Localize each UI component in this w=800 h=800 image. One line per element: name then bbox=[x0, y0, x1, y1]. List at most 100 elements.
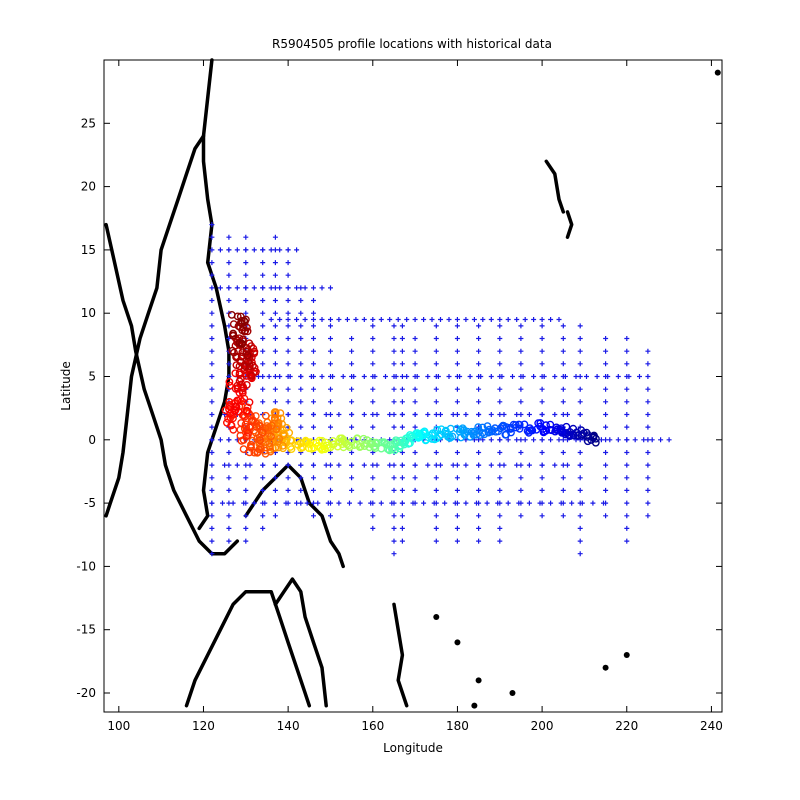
historical-point bbox=[560, 487, 566, 493]
historical-point bbox=[357, 500, 363, 506]
historical-point bbox=[226, 234, 232, 240]
float-profile-point bbox=[483, 422, 492, 430]
historical-point bbox=[298, 399, 304, 405]
historical-point bbox=[624, 336, 630, 341]
y-tick-label: 15 bbox=[81, 243, 96, 257]
historical-point bbox=[632, 437, 638, 443]
historical-point bbox=[577, 412, 583, 417]
historical-point bbox=[518, 437, 524, 443]
historical-point bbox=[272, 298, 278, 303]
historical-point bbox=[226, 462, 232, 468]
historical-point bbox=[349, 475, 355, 481]
historical-point bbox=[518, 399, 524, 405]
historical-point bbox=[539, 462, 545, 468]
historical-point bbox=[209, 285, 215, 291]
x-tick-label: 200 bbox=[531, 719, 554, 733]
historical-point bbox=[425, 462, 431, 468]
historical-point bbox=[577, 361, 583, 367]
historical-point bbox=[260, 348, 266, 354]
historical-point bbox=[603, 462, 609, 468]
historical-point bbox=[476, 412, 482, 417]
historical-point bbox=[454, 513, 460, 519]
historical-point bbox=[433, 412, 439, 417]
historical-point bbox=[294, 285, 300, 291]
historical-point bbox=[311, 323, 316, 329]
y-tick-label: 25 bbox=[81, 116, 96, 130]
float-profile-point bbox=[390, 439, 398, 448]
historical-point bbox=[454, 475, 460, 481]
float-profile-point bbox=[266, 432, 275, 441]
historical-point bbox=[624, 424, 630, 430]
historical-point bbox=[476, 386, 482, 392]
historical-point bbox=[577, 551, 583, 557]
historical-point bbox=[431, 500, 437, 506]
historical-point bbox=[450, 462, 456, 468]
historical-point bbox=[260, 525, 266, 531]
historical-point bbox=[404, 374, 410, 379]
historical-point bbox=[260, 260, 266, 266]
float-profile-point bbox=[243, 351, 252, 360]
historical-point bbox=[539, 317, 545, 322]
historical-point bbox=[603, 475, 609, 481]
historical-point bbox=[285, 260, 291, 266]
historical-point bbox=[304, 500, 310, 506]
historical-point bbox=[577, 348, 583, 354]
historical-point bbox=[425, 412, 431, 417]
historical-point bbox=[569, 500, 575, 506]
historical-point bbox=[272, 374, 278, 379]
historical-point bbox=[328, 513, 333, 519]
historical-point bbox=[268, 285, 274, 291]
historical-point bbox=[624, 348, 630, 354]
historical-point bbox=[474, 500, 479, 506]
float-profile-point bbox=[242, 380, 251, 389]
historical-point bbox=[505, 317, 511, 322]
historical-point bbox=[308, 374, 314, 379]
float-profile-point bbox=[225, 377, 234, 386]
float-profile-point bbox=[227, 421, 236, 430]
historical-point bbox=[399, 323, 405, 329]
historical-point bbox=[560, 513, 566, 519]
historical-point bbox=[624, 412, 630, 417]
historical-point bbox=[552, 462, 558, 468]
historical-point bbox=[361, 412, 367, 417]
historical-point bbox=[298, 310, 304, 316]
historical-point bbox=[433, 513, 439, 519]
historical-point bbox=[209, 513, 215, 519]
historical-point bbox=[311, 412, 316, 417]
historical-point bbox=[603, 348, 609, 354]
historical-point bbox=[209, 272, 215, 278]
historical-point bbox=[285, 298, 291, 303]
historical-point bbox=[226, 260, 232, 266]
float-profile-point bbox=[467, 427, 476, 436]
historical-point bbox=[243, 487, 249, 493]
historical-point bbox=[565, 462, 570, 468]
historical-point bbox=[399, 475, 405, 481]
historical-point bbox=[412, 487, 418, 493]
historical-point bbox=[391, 475, 397, 481]
historical-point bbox=[272, 310, 278, 316]
historical-point bbox=[234, 462, 240, 468]
historical-point bbox=[412, 348, 418, 354]
historical-point bbox=[399, 538, 405, 544]
historical-point bbox=[328, 487, 333, 493]
island-marker bbox=[602, 664, 609, 671]
historical-point bbox=[311, 424, 316, 430]
historical-point bbox=[209, 310, 215, 316]
float-profile-point bbox=[498, 421, 507, 430]
historical-point bbox=[311, 487, 316, 493]
historical-point bbox=[601, 500, 606, 506]
float-profile-point bbox=[241, 326, 250, 335]
historical-point bbox=[328, 412, 333, 417]
historical-point bbox=[433, 336, 439, 341]
historical-point bbox=[556, 437, 562, 443]
historical-point bbox=[311, 317, 316, 322]
historical-point bbox=[421, 317, 427, 322]
historical-point bbox=[624, 386, 630, 392]
historical-point bbox=[603, 412, 609, 417]
historical-point bbox=[539, 336, 545, 341]
historical-point bbox=[478, 374, 484, 379]
float-profile-point bbox=[229, 425, 238, 434]
historical-point bbox=[518, 513, 524, 519]
historical-point bbox=[251, 500, 257, 506]
historical-point bbox=[336, 412, 342, 417]
